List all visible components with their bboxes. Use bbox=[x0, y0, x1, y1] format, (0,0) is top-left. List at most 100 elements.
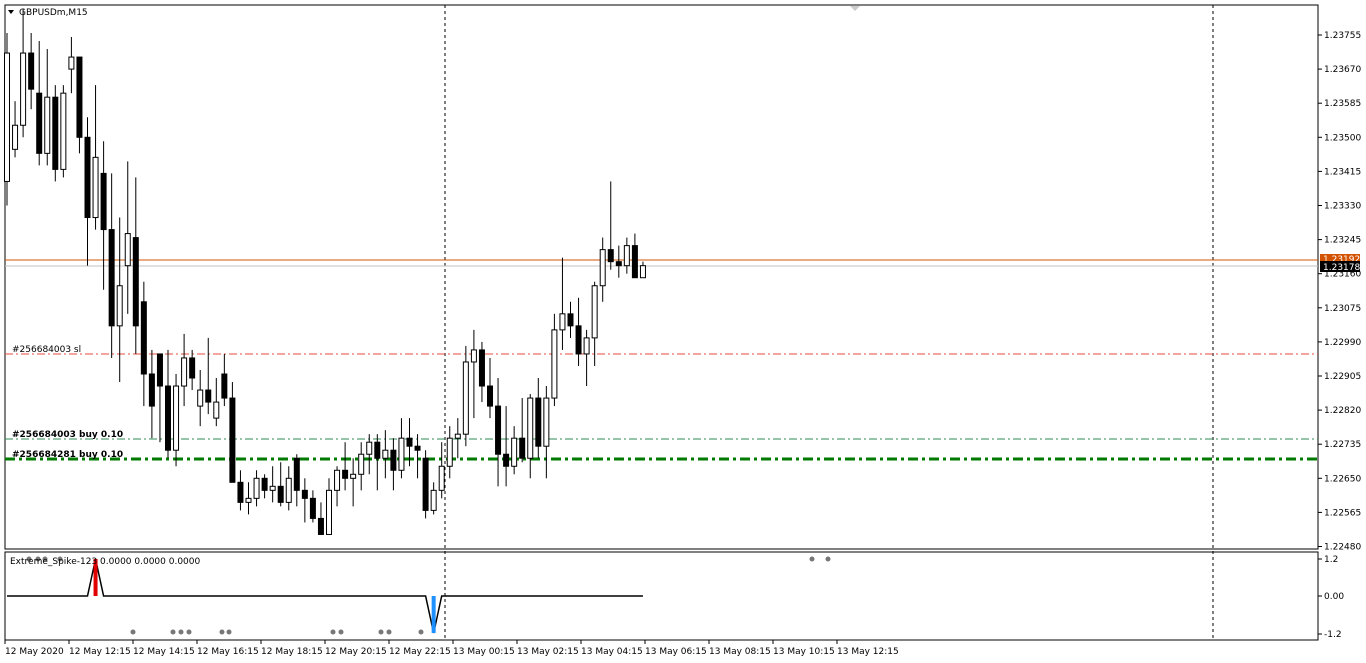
candle-body bbox=[342, 469, 349, 479]
stop-loss-label: #256684003 sl bbox=[12, 345, 81, 355]
candle-body bbox=[60, 92, 67, 170]
price-tick-label: 1.23075 bbox=[1324, 304, 1361, 314]
candle-body bbox=[639, 265, 646, 279]
candle-body bbox=[374, 441, 381, 459]
candle-body bbox=[173, 385, 180, 451]
ask-price-tag bbox=[1320, 254, 1360, 264]
indicator-series bbox=[7, 556, 831, 635]
candle-body bbox=[607, 249, 614, 263]
price-tick-label: 1.23330 bbox=[1324, 202, 1361, 212]
indicator-dot bbox=[330, 629, 336, 635]
candle-body bbox=[229, 397, 236, 483]
indicator-dot bbox=[338, 629, 344, 635]
indicator-dot bbox=[418, 629, 424, 635]
candle-body bbox=[76, 56, 83, 138]
candle-body bbox=[382, 449, 389, 459]
indicator-dot bbox=[26, 556, 32, 562]
time-tick-label: 12 May 22:15 bbox=[389, 647, 451, 657]
spike-up-bar bbox=[93, 559, 98, 596]
indicator-dot bbox=[42, 556, 48, 562]
time-tick-label: 12 May 16:15 bbox=[197, 647, 259, 657]
candle-body bbox=[503, 453, 510, 467]
candle-body bbox=[293, 457, 300, 491]
time-tick-label: 13 May 04:15 bbox=[581, 647, 643, 657]
candle-body bbox=[28, 52, 35, 90]
candle-body bbox=[317, 517, 324, 535]
candle-body bbox=[438, 465, 445, 491]
candle-body bbox=[68, 56, 75, 70]
indicator-tick-label: 0.00 bbox=[1324, 592, 1344, 602]
indicator-tick-label: -1.2 bbox=[1324, 630, 1342, 640]
candle-body bbox=[470, 349, 477, 363]
time-tick-label: 12 May 12:15 bbox=[69, 647, 131, 657]
indicator-dot bbox=[825, 556, 831, 562]
candle-body bbox=[495, 405, 502, 455]
candle-body bbox=[108, 229, 115, 327]
price-tick-label: 1.22480 bbox=[1324, 543, 1361, 553]
candle-body bbox=[12, 124, 19, 150]
indicator-dot bbox=[219, 629, 225, 635]
indicator-dot bbox=[378, 629, 384, 635]
indicator-dot bbox=[809, 556, 815, 562]
candle-body bbox=[156, 353, 163, 387]
candlestick-series bbox=[4, 8, 646, 535]
spike-down-bar bbox=[431, 596, 436, 633]
time-tick-label: 13 May 08:15 bbox=[709, 647, 771, 657]
candle-body bbox=[84, 136, 91, 219]
candle-body bbox=[366, 441, 373, 455]
indicator-tick-label: 1.2 bbox=[1324, 555, 1338, 565]
candle-body bbox=[398, 437, 405, 471]
price-tick-label: 1.22905 bbox=[1324, 372, 1361, 382]
chart-menu-icon[interactable] bbox=[8, 10, 14, 14]
main-chart-frame bbox=[4, 4, 1319, 550]
price-tick-label: 1.22650 bbox=[1324, 474, 1361, 484]
candle-body bbox=[334, 469, 341, 491]
indicator-dot bbox=[386, 629, 392, 635]
candle-body bbox=[237, 481, 244, 503]
price-tick-label: 1.23585 bbox=[1324, 99, 1361, 109]
candle-body bbox=[124, 233, 131, 267]
candle-body bbox=[326, 489, 332, 535]
candle-body bbox=[422, 457, 429, 511]
price-tick-label: 1.23415 bbox=[1324, 167, 1361, 177]
time-tick-label: 12 May 20:15 bbox=[325, 647, 387, 657]
indicator-dot bbox=[130, 629, 136, 635]
indicator-axis: 1.2 0.00 -1.2 bbox=[1318, 555, 1344, 640]
time-axis: 12 May 2020 12 May 12:15 12 May 14:15 12 Ma… bbox=[4, 640, 899, 657]
candle-body bbox=[269, 485, 276, 491]
candle-body bbox=[551, 329, 558, 399]
candle-body bbox=[599, 249, 606, 287]
candle-body bbox=[140, 301, 147, 375]
price-tick-label: 1.23755 bbox=[1324, 31, 1361, 41]
candle-body bbox=[52, 96, 59, 170]
scroll-marker-icon[interactable] bbox=[850, 6, 860, 11]
price-tick-label: 1.23500 bbox=[1324, 133, 1361, 143]
candle-body bbox=[511, 437, 518, 467]
candle-body bbox=[559, 313, 566, 331]
time-tick-label: 13 May 10:15 bbox=[773, 647, 835, 657]
price-tick-label: 1.22820 bbox=[1324, 406, 1361, 416]
candle-body bbox=[277, 485, 284, 503]
candle-body bbox=[478, 349, 485, 387]
candle-body bbox=[245, 497, 252, 503]
candle-body bbox=[350, 473, 357, 479]
candle-body bbox=[462, 361, 469, 435]
candle-body bbox=[253, 477, 260, 499]
candle-body bbox=[301, 489, 308, 499]
indicator-dot bbox=[35, 556, 41, 562]
candle-body bbox=[189, 357, 196, 379]
candle-body bbox=[116, 285, 123, 327]
candle-body bbox=[575, 325, 582, 355]
candle-body bbox=[527, 397, 534, 459]
candle-body bbox=[583, 337, 590, 355]
candle-body bbox=[543, 397, 550, 447]
time-tick-label: 13 May 06:15 bbox=[645, 647, 707, 657]
current-price-tag bbox=[1320, 261, 1360, 272]
candle-body bbox=[454, 433, 461, 439]
candle-body bbox=[446, 437, 453, 467]
candle-body bbox=[205, 389, 212, 403]
indicator-dot bbox=[57, 556, 63, 562]
time-tick-label: 12 May 2020 bbox=[5, 647, 64, 657]
candle-body bbox=[591, 285, 598, 339]
